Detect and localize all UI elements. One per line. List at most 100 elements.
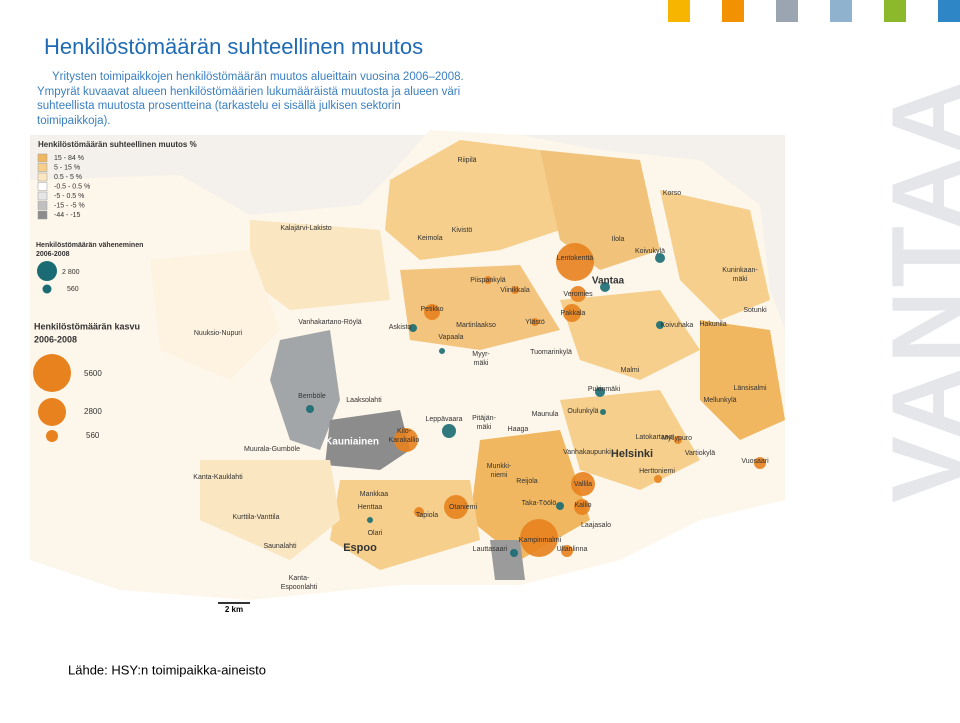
place-label: Vantaa (592, 276, 625, 287)
place-label: Tuomarinkylä (530, 349, 572, 356)
legend-label: -5 - 0.5 % (54, 193, 84, 200)
place-label: Kivistö (452, 227, 473, 234)
region (385, 140, 560, 260)
decrease-circle (595, 387, 605, 397)
place-label: mäki (474, 360, 489, 367)
increase-circle (674, 436, 682, 444)
increase-circle (571, 472, 595, 496)
place-label: Korso (663, 190, 681, 197)
place-label: Kurttila-Vanttila (233, 514, 280, 521)
region (270, 330, 340, 450)
decrease-circle (367, 517, 373, 523)
legend-size: 2 800 (62, 269, 80, 276)
place-label: Piispankylä (470, 277, 506, 284)
legend-swatch (37, 153, 48, 163)
scale-label: 2 km (225, 605, 243, 614)
legend-swatch (37, 172, 48, 182)
increase-circle (654, 475, 662, 483)
brand-watermark: VANTAA (871, 77, 960, 503)
place-label: Reijola (516, 478, 538, 485)
description-line: toimipaikkoja). (37, 115, 111, 127)
place-label: Kauniainen (325, 437, 379, 448)
brand-square (776, 0, 798, 22)
place-label: Malmi (621, 367, 640, 374)
increase-circle (570, 286, 586, 302)
description-line: Ympyrät kuvaavat alueen henkilöstömäärie… (37, 86, 460, 98)
place-label: Vapaala (438, 334, 463, 341)
place-label: Länsisalmi (733, 385, 767, 392)
legend-swatch (37, 191, 48, 201)
decrease-circle (656, 321, 664, 329)
legend-title: Henkilöstömäärän väheneminen (36, 242, 143, 249)
region (200, 460, 340, 560)
increase-circle (511, 286, 519, 294)
place-label: Haaga (508, 426, 529, 433)
place-label: Kanta- (289, 575, 310, 582)
place-label: Vanhakaupunki (563, 449, 611, 456)
place-label: Ullanlinna (557, 546, 588, 553)
place-label: Otaniemi (449, 504, 477, 511)
place-label: niemi (491, 472, 508, 479)
place-label: Leppävaara (426, 416, 463, 423)
legend-swatch (37, 182, 48, 191)
decrease-circle (442, 424, 456, 438)
legend-circle (38, 398, 66, 426)
place-label: mäki (477, 424, 492, 431)
place-label: Olari (368, 530, 383, 537)
region (470, 430, 590, 560)
region (560, 290, 700, 380)
region (250, 220, 390, 310)
place-label: Saunalahti (263, 543, 297, 550)
decrease-circle (439, 348, 445, 354)
place-label: Myyr- (472, 351, 490, 358)
place-label: Lauttasaari (473, 546, 508, 553)
place-label: Taka-Töölö (522, 500, 557, 507)
place-label: Kalajärvi-Lakisto (280, 225, 331, 232)
place-label: Latokartano (636, 434, 673, 441)
place-label: Muurala-Gumböle (244, 446, 300, 453)
increase-circle (754, 457, 766, 469)
increase-circle (561, 545, 573, 557)
decrease-circle (306, 405, 314, 413)
legend-circle (42, 284, 52, 294)
place-label: Martinlaakso (456, 322, 496, 329)
increase-circle (531, 318, 539, 326)
increase-circle (394, 428, 418, 452)
brand-square (830, 0, 852, 22)
place-label: Mellunkylä (703, 397, 736, 404)
place-label: Koivuhaka (661, 322, 694, 329)
region (150, 250, 280, 380)
place-label: Keimola (417, 235, 442, 242)
region (660, 190, 770, 320)
region (700, 320, 785, 440)
place-label: Espoonlahti (281, 584, 318, 591)
place-label: Ilola (612, 236, 625, 243)
legend-label: -15 - -5 % (54, 202, 85, 209)
description-line: suhteellista muutosta prosentteina (tark… (37, 100, 401, 112)
decrease-circle (510, 549, 518, 557)
place-label: Laaksolahti (346, 397, 382, 404)
increase-circle (520, 519, 558, 557)
sea (30, 500, 785, 633)
brand-square (884, 0, 906, 22)
place-label: Helsinki (611, 448, 653, 460)
place-label: Lentokenttä (557, 255, 594, 262)
place-label: Tapiola (416, 512, 438, 519)
brand-square (938, 0, 960, 22)
place-label: Nuuksio-Nupuri (194, 330, 243, 337)
place-label: Kuninkaan- (722, 267, 758, 274)
place-label: Viinikkala (500, 287, 530, 294)
place-label: Mankkaa (360, 491, 389, 498)
place-label: Oulunkylä (567, 408, 598, 415)
source: Lähde: HSY:n toimipaikka-aineisto (68, 662, 266, 677)
place-label: Herttoniemi (639, 468, 675, 475)
increase-circle (424, 304, 440, 320)
legend-size: 560 (86, 431, 100, 440)
place-label: Petikko (421, 306, 444, 313)
legend-circle (46, 430, 58, 442)
place-label: Pitäjän- (472, 415, 496, 422)
increase-circle (414, 507, 424, 517)
place-label: Hakunila (699, 321, 726, 328)
